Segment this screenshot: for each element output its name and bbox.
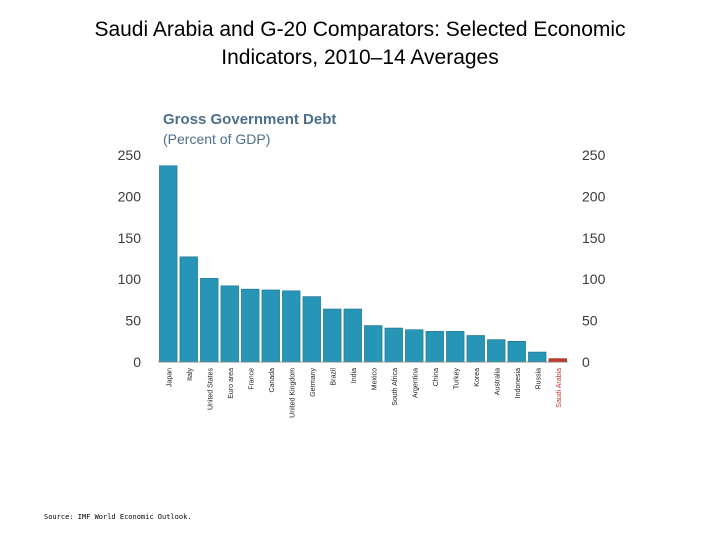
- bar: [487, 339, 506, 363]
- y-axis-left: 0 50 100 150 200 250: [118, 147, 142, 370]
- y-tick-label-left: 250: [118, 147, 142, 163]
- y-tick-label-right: 100: [582, 271, 606, 287]
- y-axis-right: 0 50 100 150 200 250: [582, 147, 606, 370]
- y-tick-label-right: 250: [582, 147, 606, 163]
- x-tick-label: Euro area: [228, 368, 235, 399]
- bar: [302, 296, 321, 363]
- y-tick-label-left: 50: [125, 313, 141, 329]
- bar: [343, 308, 362, 363]
- chart-subtitle: (Percent of GDP): [163, 131, 270, 147]
- bar: [179, 256, 198, 363]
- chart-title: Gross Government Debt: [163, 111, 336, 128]
- slide-title-line-1: Saudi Arabia and G-20 Comparators: Selec…: [94, 18, 626, 41]
- bar: [528, 351, 547, 363]
- y-tick-label-right: 0: [582, 354, 590, 370]
- slide-title: Saudi Arabia and G-20 Comparators: Selec…: [40, 16, 680, 72]
- y-tick-label-left: 0: [133, 354, 141, 370]
- x-tick-label: Canada: [269, 368, 276, 393]
- x-tick-label: China: [433, 368, 440, 386]
- bar: [384, 327, 403, 363]
- bar: [548, 358, 567, 363]
- y-tick-label-left: 200: [118, 188, 142, 204]
- bar: [425, 331, 444, 363]
- y-tick-label-right: 50: [582, 313, 598, 329]
- x-tick-label: Russia: [535, 368, 542, 390]
- y-tick-label-left: 100: [118, 271, 142, 287]
- bar: [220, 285, 239, 363]
- x-tick-label: Japan: [166, 368, 173, 387]
- x-tick-label: Germany: [310, 368, 317, 397]
- bar: [446, 331, 465, 363]
- x-tick-label: India: [351, 368, 358, 383]
- x-tick-label: Indonesia: [515, 368, 522, 398]
- x-tick-label: France: [248, 368, 255, 390]
- y-tick-label-right: 200: [582, 188, 606, 204]
- slide-title-line-2: Indicators, 2010–14 Averages: [221, 46, 499, 69]
- y-tick-label-left: 150: [118, 230, 142, 246]
- bar: [507, 340, 526, 363]
- bar: [466, 335, 485, 363]
- x-tick-label: Argentina: [412, 368, 419, 398]
- x-tick-label: Saudi Arabia: [556, 368, 563, 408]
- bar: [364, 325, 383, 363]
- x-tick-label: United States: [207, 368, 214, 411]
- bar: [159, 165, 178, 363]
- x-axis-labels: Japan Italy United States Euro area France Ca…: [166, 368, 563, 418]
- x-tick-label: Korea: [474, 368, 481, 387]
- bar: [323, 308, 342, 363]
- x-tick-label: Italy: [187, 368, 194, 381]
- source-note: Source: IMF World Economic Outlook.: [44, 513, 192, 521]
- x-tick-label: Mexico: [371, 368, 378, 390]
- x-tick-label: South Africa: [392, 368, 399, 406]
- x-tick-label: Australia: [494, 368, 501, 395]
- bar: [282, 290, 301, 363]
- x-tick-label: Turkey: [453, 368, 460, 390]
- bars-group: [159, 165, 567, 363]
- bar: [241, 288, 260, 363]
- x-tick-label: Brazil: [330, 368, 337, 386]
- y-tick-label-right: 150: [582, 230, 606, 246]
- bar: [200, 278, 219, 363]
- x-tick-label: United Kingdom: [289, 368, 296, 418]
- bar: [405, 329, 424, 363]
- bar: [261, 289, 280, 363]
